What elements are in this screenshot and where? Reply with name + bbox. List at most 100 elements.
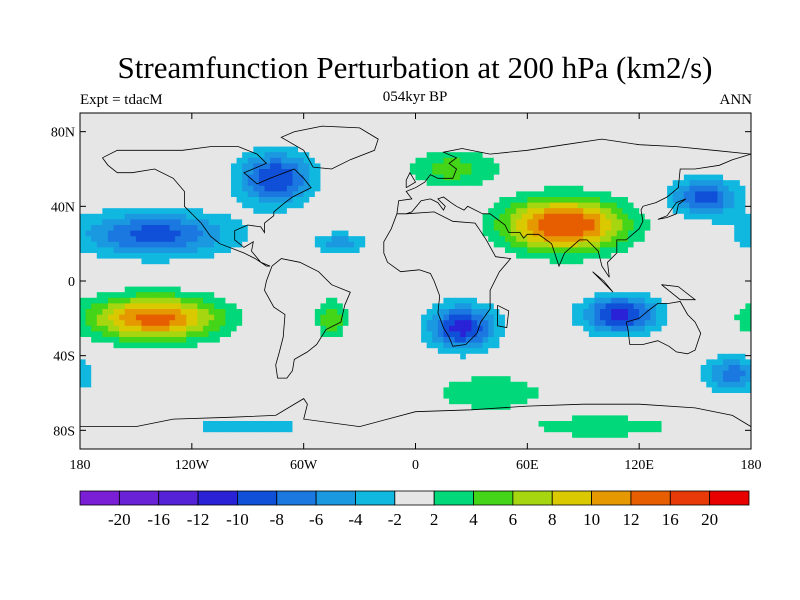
field-cell	[337, 169, 344, 176]
field-cell	[253, 297, 260, 304]
field-cell	[404, 163, 411, 170]
field-cell	[147, 163, 154, 170]
field-cell	[460, 113, 467, 120]
field-cell	[443, 169, 450, 176]
field-cell	[320, 253, 327, 260]
field-cell	[477, 275, 484, 282]
field-cell	[264, 314, 271, 321]
field-cell	[381, 213, 389, 220]
field-cell	[303, 281, 310, 288]
field-cell	[695, 152, 702, 159]
field-cell	[348, 303, 355, 310]
field-cell	[516, 253, 523, 260]
field-cell	[521, 292, 528, 299]
field-cell	[516, 213, 523, 220]
field-cell	[387, 297, 394, 304]
field-cell	[135, 303, 143, 310]
field-cell	[488, 219, 495, 226]
field-cell	[437, 309, 445, 316]
field-cell	[661, 269, 668, 276]
field-cell	[566, 152, 573, 159]
field-cell	[700, 135, 707, 142]
field-cell	[309, 225, 316, 232]
field-cell	[398, 129, 405, 136]
field-cell	[286, 118, 294, 125]
field-cell	[85, 297, 92, 304]
field-cell	[197, 174, 204, 181]
field-cell	[281, 292, 288, 299]
field-cell	[381, 286, 389, 293]
field-cell	[672, 281, 679, 288]
field-cell	[242, 225, 249, 232]
field-cell	[326, 325, 333, 332]
field-cell	[672, 337, 679, 344]
field-cell	[605, 157, 612, 164]
field-cell	[191, 230, 199, 237]
field-cell	[527, 253, 534, 260]
field-cell	[421, 129, 428, 136]
field-cell	[527, 297, 534, 304]
field-cell	[655, 174, 663, 181]
field-cell	[298, 253, 305, 260]
field-cell	[409, 169, 417, 176]
field-cell	[197, 286, 204, 293]
field-cell	[437, 320, 445, 327]
field-cell	[158, 197, 165, 204]
field-cell	[342, 146, 349, 153]
field-cell	[516, 320, 523, 327]
field-cell	[381, 180, 389, 187]
field-cell	[102, 208, 109, 215]
field-cell	[208, 281, 215, 288]
field-cell	[191, 113, 199, 120]
field-cell	[353, 331, 361, 338]
field-cell	[667, 163, 674, 170]
field-cell	[281, 281, 288, 288]
field-cell	[236, 163, 243, 170]
field-cell	[130, 146, 137, 153]
field-cell	[96, 247, 103, 254]
field-cell	[549, 129, 556, 136]
field-cell	[253, 342, 260, 349]
field-cell	[365, 135, 372, 142]
field-cell	[488, 241, 495, 248]
field-cell	[521, 225, 528, 232]
field-cell	[421, 169, 428, 176]
field-cell	[387, 157, 394, 164]
field-cell	[454, 247, 461, 254]
field-cell	[454, 113, 461, 120]
field-cell	[421, 185, 428, 192]
field-cell	[616, 286, 623, 293]
field-cell	[80, 191, 87, 198]
field-cell	[381, 191, 389, 198]
field-cell	[219, 185, 226, 192]
field-cell	[560, 230, 568, 237]
field-cell	[622, 152, 629, 159]
field-cell	[560, 152, 568, 159]
field-cell	[594, 180, 601, 187]
field-cell	[91, 225, 98, 232]
field-cell	[275, 241, 282, 248]
field-cell	[203, 185, 210, 192]
field-cell	[214, 180, 221, 187]
field-cell	[482, 269, 489, 276]
field-cell	[700, 197, 707, 204]
field-cell	[644, 146, 651, 153]
field-cell	[739, 320, 747, 327]
field-cell	[158, 337, 165, 344]
field-cell	[186, 314, 193, 321]
field-cell	[236, 113, 243, 120]
field-cell	[208, 225, 215, 232]
field-cell	[331, 180, 338, 187]
field-cell	[672, 180, 679, 187]
field-cell	[488, 174, 495, 181]
field-cell	[504, 202, 512, 209]
field-cell	[270, 124, 277, 131]
field-cell	[572, 152, 579, 159]
field-cell	[203, 208, 210, 215]
field-cell	[655, 169, 663, 176]
field-cell	[169, 146, 176, 153]
field-cell	[409, 124, 417, 131]
field-cell	[415, 129, 422, 136]
field-cell	[421, 202, 428, 209]
field-cell	[180, 325, 187, 332]
